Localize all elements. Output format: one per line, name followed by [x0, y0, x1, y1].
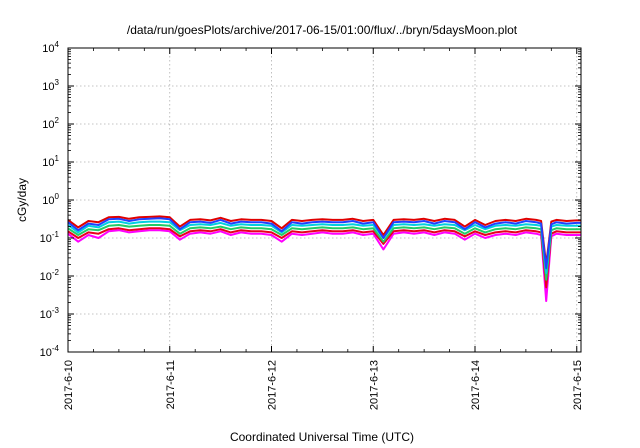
y-tick-label: 10-2: [40, 268, 60, 283]
y-tick-label: 104: [42, 40, 59, 55]
x-tick-label: 2017-6-15: [572, 360, 584, 410]
series-line-0: [67, 229, 581, 302]
x-tick-label: 2017-6-12: [267, 360, 279, 410]
x-tick-label: 2017-6-14: [470, 360, 482, 410]
series-line-3: [67, 220, 581, 274]
y-tick-label: 10-1: [40, 230, 60, 245]
y-tick-label: 10-3: [40, 306, 60, 321]
ticks: 10-4 10-3 10-2 10-1 100 101 102 103 104 2017-6-10…: [40, 40, 584, 410]
series-line-4: [67, 215, 581, 266]
y-tick-label: 101: [42, 154, 59, 169]
x-tick-label: 2017-6-13: [368, 360, 380, 410]
y-tick-label: 10-4: [40, 344, 60, 359]
series-line-2: [67, 224, 581, 281]
y-tick-label: 100: [42, 192, 59, 207]
series-line-5: [67, 217, 581, 270]
series-lines: [67, 215, 581, 302]
x-tick-label: 2017-6-10: [63, 360, 75, 410]
x-tick-label: 2017-6-11: [165, 360, 177, 409]
y-tick-label: 102: [42, 116, 59, 131]
series-line-1: [67, 227, 581, 289]
y-axis-label: cGy/day: [15, 178, 29, 222]
y-tick-label: 103: [42, 78, 59, 93]
grid: [68, 48, 581, 352]
chart-title: /data/run/goesPlots/archive/2017-06-15/0…: [127, 23, 518, 37]
x-axis-label: Coordinated Universal Time (UTC): [230, 430, 414, 444]
